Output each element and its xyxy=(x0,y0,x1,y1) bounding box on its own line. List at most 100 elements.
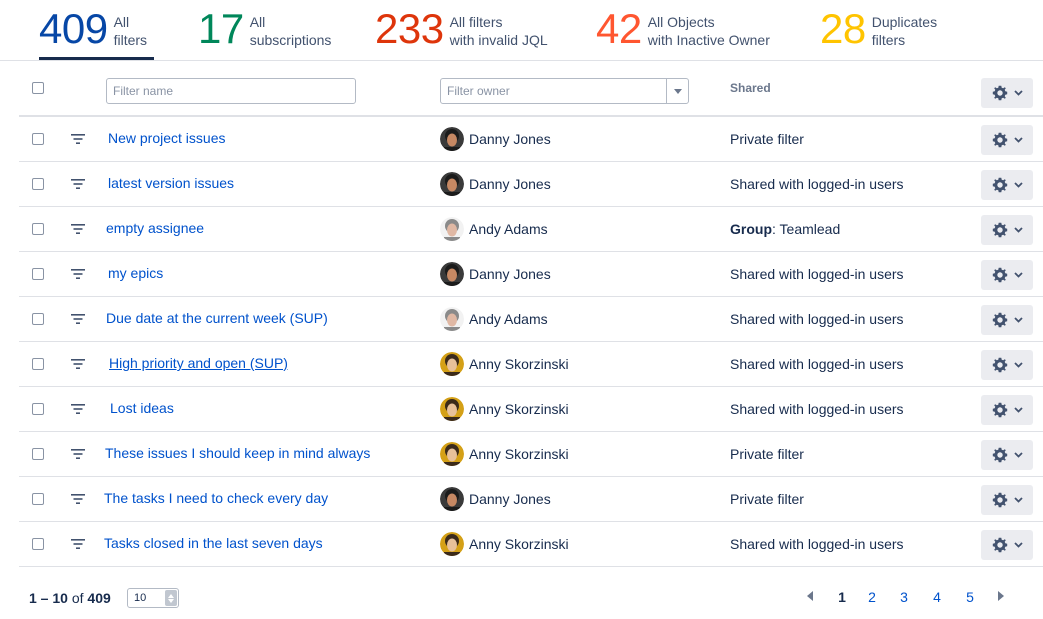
page-5-link[interactable]: 5 xyxy=(966,589,974,605)
avatar xyxy=(440,352,464,376)
chevron-down-icon xyxy=(1013,137,1023,143)
table-row: These issues I should keep in mind alway… xyxy=(19,432,1043,477)
row-actions-button[interactable] xyxy=(981,395,1033,425)
owner-name: Andy Adams xyxy=(469,311,548,327)
chevron-down-icon xyxy=(1013,497,1023,503)
avatar xyxy=(440,487,464,511)
avatar-andy-icon xyxy=(440,307,464,331)
owner-cell[interactable]: Anny Skorzinski xyxy=(440,352,569,376)
per-page-spinner[interactable] xyxy=(165,590,177,606)
shared-status: Shared with logged-in users xyxy=(730,266,904,282)
row-checkbox[interactable] xyxy=(32,538,44,550)
chevron-down-icon xyxy=(1013,362,1023,368)
avatar xyxy=(440,307,464,331)
shared-text: Private filter xyxy=(730,131,804,147)
filter-name-link[interactable]: Due date at the current week (SUP) xyxy=(106,310,328,326)
row-actions-button[interactable] xyxy=(981,440,1033,470)
avatar xyxy=(440,397,464,421)
stat-value: 17 xyxy=(198,5,244,52)
select-all-checkbox[interactable] xyxy=(32,82,44,94)
avatar xyxy=(440,442,464,466)
owner-cell[interactable]: Danny Jones xyxy=(440,127,551,151)
filter-name-input[interactable] xyxy=(106,78,356,104)
owner-name: Danny Jones xyxy=(469,176,551,192)
filter-lines-icon xyxy=(71,269,85,279)
row-actions-button[interactable] xyxy=(981,260,1033,290)
per-page-select[interactable]: 10 xyxy=(127,588,179,608)
owner-cell[interactable]: Andy Adams xyxy=(440,217,548,241)
stat-all-filters[interactable]: 409 All filters xyxy=(39,8,154,60)
filter-lines-icon xyxy=(71,314,85,324)
row-actions-button[interactable] xyxy=(981,485,1033,515)
spinner-down-icon xyxy=(168,598,174,603)
shared-column-header: Shared xyxy=(730,81,771,95)
avatar-danny-icon xyxy=(440,127,464,151)
row-checkbox[interactable] xyxy=(32,358,44,370)
stat-invalid-jql[interactable]: 233 All filters with invalid JQL xyxy=(375,8,548,60)
stat-label: Duplicates filters xyxy=(872,13,937,49)
filter-name-link[interactable]: latest version issues xyxy=(108,175,235,191)
row-actions-button[interactable] xyxy=(981,530,1033,560)
page-4-link[interactable]: 4 xyxy=(933,589,941,605)
avatar-anny-icon xyxy=(440,442,464,466)
chevron-down-icon xyxy=(1013,542,1023,548)
range-total: 409 xyxy=(87,590,111,606)
owner-cell[interactable]: Danny Jones xyxy=(440,487,551,511)
page-1-link[interactable]: 1 xyxy=(838,589,846,605)
owner-cell[interactable]: Anny Skorzinski xyxy=(440,397,569,421)
avatar-anny-icon xyxy=(440,352,464,376)
row-checkbox[interactable] xyxy=(32,448,44,460)
row-checkbox[interactable] xyxy=(32,268,44,280)
row-checkbox[interactable] xyxy=(32,403,44,415)
bulk-actions-button[interactable] xyxy=(981,78,1033,108)
row-checkbox[interactable] xyxy=(32,223,44,235)
arrow-right-icon[interactable] xyxy=(997,590,1005,602)
arrow-left-icon[interactable] xyxy=(806,590,814,602)
shared-text: Shared with logged-in users xyxy=(730,311,904,327)
stat-inactive-owner[interactable]: 42 All Objects with Inactive Owner xyxy=(596,8,770,60)
avatar xyxy=(440,172,464,196)
avatar xyxy=(440,262,464,286)
filter-lines-icon xyxy=(71,134,85,144)
filter-owner-input[interactable] xyxy=(441,79,661,103)
row-actions-button[interactable] xyxy=(981,350,1033,380)
owner-cell[interactable]: Anny Skorzinski xyxy=(440,532,569,556)
chevron-down-icon xyxy=(1013,90,1023,96)
chevron-down-icon xyxy=(1013,452,1023,458)
stat-value: 409 xyxy=(39,5,108,52)
row-checkbox[interactable] xyxy=(32,133,44,145)
row-actions-button[interactable] xyxy=(981,125,1033,155)
owner-cell[interactable]: Anny Skorzinski xyxy=(440,442,569,466)
owner-cell[interactable]: Danny Jones xyxy=(440,262,551,286)
row-actions-button[interactable] xyxy=(981,170,1033,200)
stat-label: All subscriptions xyxy=(250,13,332,49)
stat-duplicates[interactable]: 28 Duplicates filters xyxy=(820,8,937,60)
row-checkbox[interactable] xyxy=(32,493,44,505)
stats-bar: 409 All filters 17 All subscriptions 233… xyxy=(0,0,1043,61)
filter-name-link[interactable]: High priority and open (SUP) xyxy=(109,355,288,371)
stat-all-subscriptions[interactable]: 17 All subscriptions xyxy=(198,8,331,60)
filter-name-link[interactable]: Lost ideas xyxy=(110,400,174,416)
row-actions-button[interactable] xyxy=(981,305,1033,335)
row-checkbox[interactable] xyxy=(32,178,44,190)
owner-dropdown-toggle[interactable] xyxy=(666,79,688,103)
table-row: Tasks closed in the last seven days Anny … xyxy=(19,522,1043,567)
row-actions-button[interactable] xyxy=(981,215,1033,245)
page-3-link[interactable]: 3 xyxy=(900,589,908,605)
page-2-link[interactable]: 2 xyxy=(868,589,876,605)
filter-name-link[interactable]: Tasks closed in the last seven days xyxy=(104,535,323,551)
filter-lines-icon xyxy=(71,179,85,189)
filter-name-link[interactable]: my epics xyxy=(108,265,164,281)
filter-owner-select[interactable] xyxy=(440,78,689,104)
filter-name-link[interactable]: The tasks I need to check every day xyxy=(104,490,329,506)
stat-value: 233 xyxy=(375,5,444,52)
stat-label-line1: All Objects xyxy=(647,14,715,30)
filter-name-link[interactable]: These issues I should keep in mind alway… xyxy=(105,445,371,461)
owner-cell[interactable]: Andy Adams xyxy=(440,307,548,331)
range-separator: – xyxy=(36,590,53,606)
owner-cell[interactable]: Danny Jones xyxy=(440,172,551,196)
row-checkbox[interactable] xyxy=(32,313,44,325)
gear-icon xyxy=(992,132,1007,148)
filter-name-link[interactable]: empty assignee xyxy=(106,220,205,236)
filter-name-link[interactable]: New project issues xyxy=(108,130,226,146)
